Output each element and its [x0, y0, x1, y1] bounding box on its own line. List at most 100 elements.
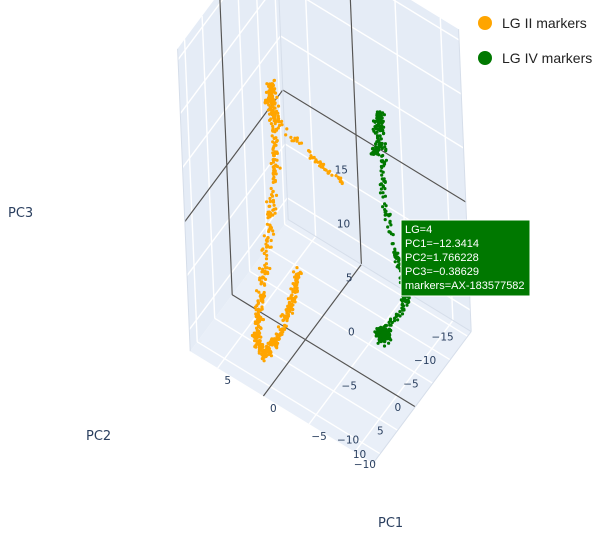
- point-lg4: [386, 225, 390, 229]
- point-lg2: [271, 229, 275, 233]
- point-lg2: [260, 248, 264, 252]
- point-lg2: [255, 304, 259, 308]
- point-lg2: [267, 89, 271, 93]
- legend-marker-lg2: [478, 16, 492, 30]
- point-lg2: [257, 341, 261, 345]
- point-lg4: [378, 328, 382, 332]
- point-lg4: [396, 255, 400, 259]
- point-lg4: [403, 296, 407, 300]
- point-lg2: [277, 120, 281, 124]
- point-lg2: [272, 170, 276, 174]
- point-lg2: [263, 283, 267, 287]
- point-lg2: [281, 318, 285, 322]
- point-lg2: [273, 102, 277, 106]
- point-lg4: [374, 151, 378, 155]
- gridline-y-floor: [249, 270, 434, 384]
- point-lg2: [267, 204, 271, 208]
- point-lg2: [295, 289, 299, 293]
- point-lg2: [265, 253, 269, 257]
- point-lg2: [295, 266, 299, 270]
- point-lg2: [267, 352, 272, 356]
- point-lg2: [257, 351, 261, 355]
- point-lg2: [288, 308, 292, 312]
- point-lg2: [257, 290, 261, 294]
- point-lg4: [393, 255, 397, 259]
- point-lg4: [389, 317, 393, 321]
- tick-label-pc1: −5: [311, 431, 326, 443]
- point-lg2: [318, 164, 322, 168]
- point-lg4: [405, 300, 409, 304]
- point-lg2: [257, 325, 261, 329]
- point-lg2: [265, 82, 269, 86]
- hover-line-pc2: PC2=1.766228: [405, 252, 479, 264]
- point-lg2: [270, 88, 274, 92]
- point-lg4: [391, 242, 395, 246]
- point-lg2: [295, 282, 299, 286]
- frame-edge: [372, 331, 472, 464]
- point-lg2: [287, 301, 291, 305]
- legend-item-lg2[interactable]: LG II markers: [478, 15, 587, 31]
- point-lg2: [291, 308, 295, 312]
- point-lg2: [294, 278, 298, 282]
- zeroline-pc1-back: [349, 0, 362, 265]
- point-lg2: [286, 304, 290, 308]
- point-lg2: [266, 346, 270, 350]
- point-lg4: [379, 120, 383, 125]
- point-lg2: [271, 124, 275, 128]
- point-lg4: [382, 335, 386, 339]
- point-lg4: [388, 323, 392, 327]
- point-lg2: [258, 294, 262, 298]
- gridline-z-side: [177, 0, 224, 61]
- gridline-y-side: [274, 0, 286, 225]
- point-lg4: [379, 334, 383, 338]
- point-lg2: [280, 123, 284, 127]
- point-lg2: [261, 345, 265, 349]
- point-lg2: [276, 325, 281, 329]
- point-lg4: [400, 312, 405, 316]
- point-lg2: [259, 315, 263, 320]
- point-lg2: [307, 149, 311, 153]
- point-lg4: [378, 134, 382, 138]
- point-lg2: [269, 186, 273, 191]
- z-axis-title: PC3: [8, 206, 33, 221]
- point-lg4: [397, 258, 402, 262]
- point-lg2: [255, 339, 259, 343]
- point-lg2: [268, 105, 272, 109]
- point-lg2: [273, 130, 277, 134]
- legend-item-lg4[interactable]: LG IV markers: [478, 50, 592, 66]
- point-lg4: [379, 142, 383, 146]
- point-lg4: [379, 159, 383, 163]
- point-lg2: [273, 112, 277, 117]
- point-lg2: [262, 355, 266, 359]
- point-lg2: [270, 194, 275, 198]
- hover-line-pc3: PC3=−0.38629: [405, 266, 479, 278]
- point-lg2: [273, 122, 277, 126]
- point-lg2: [259, 335, 263, 339]
- point-lg4: [383, 142, 387, 146]
- point-lg4: [387, 320, 391, 324]
- point-lg2: [271, 190, 275, 194]
- point-lg2: [277, 123, 282, 128]
- gridline-x-back: [305, 0, 317, 237]
- point-lg2: [264, 249, 268, 253]
- point-lg4: [379, 182, 383, 186]
- point-lg2: [269, 238, 273, 243]
- point-lg2: [292, 299, 296, 303]
- point-lg2: [271, 339, 275, 344]
- point-lg4: [387, 341, 391, 345]
- point-lg2: [286, 312, 290, 316]
- point-lg4: [392, 319, 397, 323]
- tick-label-pc3: −5: [342, 381, 357, 393]
- point-lg2: [269, 225, 273, 229]
- point-lg4: [384, 149, 388, 153]
- point-lg4: [395, 314, 399, 318]
- hover-line-markers: markers=AX-183577582: [405, 280, 525, 292]
- point-lg2: [275, 164, 279, 169]
- point-lg2: [330, 173, 334, 177]
- point-lg2: [281, 327, 285, 331]
- point-lg2: [265, 266, 269, 270]
- point-lg2: [259, 348, 263, 352]
- zeroline-pc2-side: [219, 0, 233, 295]
- point-lg2: [266, 271, 270, 276]
